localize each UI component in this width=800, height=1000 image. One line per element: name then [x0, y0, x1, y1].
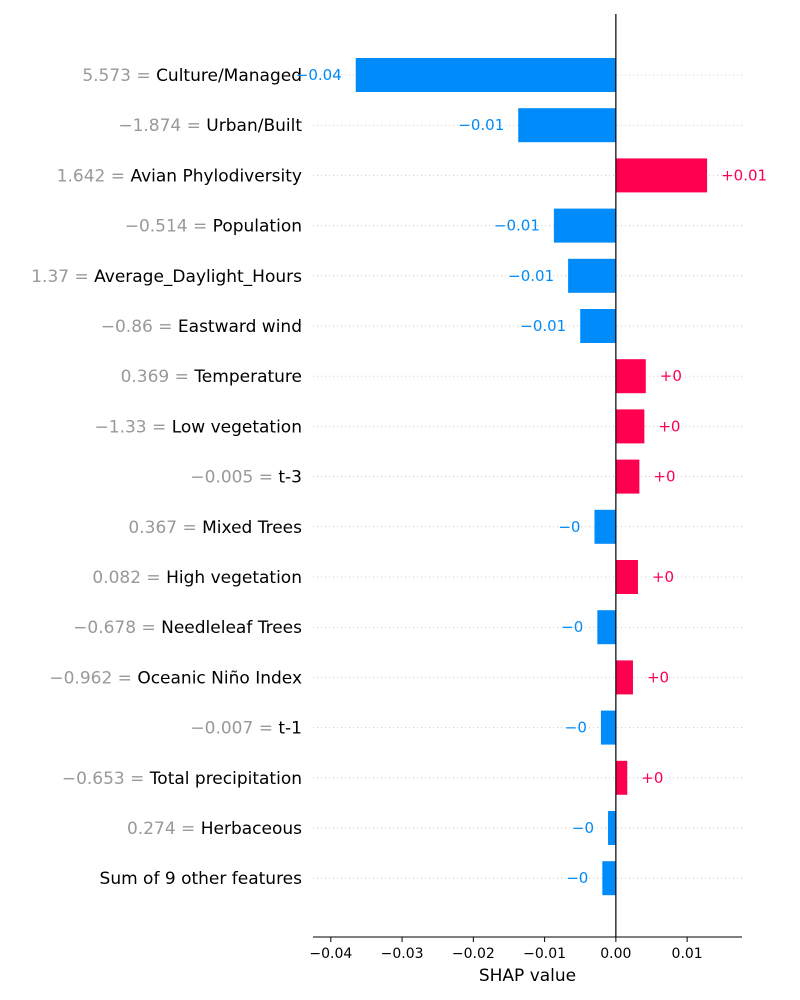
feature-label: 1.37 = Average_Daylight_Hours — [31, 267, 302, 287]
feature-value: −0.86 = — [101, 317, 178, 337]
feature-name: Sum of 9 other features — [100, 869, 303, 889]
bar — [615, 359, 646, 394]
feature-label: −0.514 = Population — [125, 217, 302, 237]
bar — [615, 409, 645, 444]
x-tick-label: −0.03 — [381, 946, 424, 962]
x-ticks: −0.04 −0.03 −0.02 −0.01 0.00 0.01 — [309, 937, 703, 962]
feature-name: High vegetation — [166, 568, 302, 588]
feature-label: −0.678 = Needleleaf Trees — [73, 618, 302, 638]
feature-label: −0.962 = Oceanic Niño Index — [49, 668, 302, 688]
feature-label: −0.86 = Eastward wind — [101, 317, 302, 337]
data-label: +0 — [652, 568, 674, 586]
feature-label: 5.573 = Culture/Managed — [82, 66, 302, 86]
feature-label: Sum of 9 other features — [100, 869, 303, 889]
data-label: −0 — [558, 518, 580, 536]
bar — [553, 208, 616, 243]
feature-name: Temperature — [193, 367, 302, 387]
data-label: +0 — [653, 468, 675, 486]
data-label: −0.01 — [494, 217, 540, 235]
feature-value: −0.653 = — [62, 769, 150, 789]
feature-name: Herbaceous — [201, 819, 302, 839]
bar — [355, 58, 616, 92]
feature-label: 1.642 = Avian Phylodiversity — [57, 166, 302, 186]
feature-value: 1.37 = — [31, 267, 94, 287]
feature-name: Avian Phylodiversity — [130, 166, 302, 186]
data-label: −0.04 — [296, 66, 342, 84]
bar — [594, 509, 616, 544]
feature-value: 0.367 = — [128, 518, 202, 538]
feature-value: −0.514 = — [125, 217, 213, 237]
x-tick-label: −0.04 — [309, 946, 352, 962]
data-label: +0 — [658, 417, 680, 435]
x-tick-label: 0.00 — [600, 946, 631, 962]
data-label: +0 — [647, 668, 669, 686]
data-label: +0.01 — [721, 166, 767, 184]
bar — [615, 158, 708, 193]
data-label: −0 — [566, 869, 588, 887]
feature-name: Total precipitation — [149, 769, 302, 789]
feature-value: 0.274 = — [127, 819, 201, 839]
feature-label: 0.082 = High vegetation — [92, 568, 302, 588]
feature-value: 1.642 = — [57, 166, 131, 186]
bar — [602, 861, 616, 896]
data-label: −0.01 — [520, 317, 566, 335]
feature-value: 0.082 = — [92, 568, 166, 588]
feature-name: Population — [213, 217, 302, 237]
bar — [600, 710, 616, 745]
data-label: −0 — [565, 719, 587, 737]
bar — [615, 560, 638, 594]
bar — [568, 258, 616, 293]
bar — [597, 610, 616, 645]
feature-value: −1.874 = — [118, 116, 206, 136]
feature-label: 0.274 = Herbaceous — [127, 819, 302, 839]
feature-value: −0.005 = — [190, 468, 278, 488]
feature-name: Mixed Trees — [202, 518, 302, 538]
feature-name: t-3 — [278, 468, 302, 488]
feature-label: −0.005 = t-3 — [190, 468, 302, 488]
feature-label: 0.369 = Temperature — [121, 367, 302, 387]
feature-label: −1.874 = Urban/Built — [118, 116, 302, 136]
feature-value: −0.007 = — [190, 719, 278, 739]
gridlines — [313, 74, 742, 879]
data-labels: −0.04 −0.01 +0.01 −0.01 −0.01 −0.01 +0 +0 +0 −0 +0… — [296, 66, 767, 887]
feature-label: −0.007 = t-1 — [190, 719, 302, 739]
data-label: −0 — [561, 618, 583, 636]
data-label: −0.01 — [458, 116, 504, 134]
bar — [518, 108, 616, 143]
x-axis-title: SHAP value — [479, 966, 576, 986]
data-label: −0.01 — [508, 267, 554, 285]
data-label: +0 — [660, 367, 682, 385]
feature-name: t-1 — [278, 719, 302, 739]
bar — [580, 309, 616, 343]
feature-labels: 5.573 = Culture/Managed −1.874 = Urban/Bu… — [31, 66, 302, 889]
feature-value: −1.33 = — [95, 417, 172, 437]
feature-name: Culture/Managed — [156, 66, 302, 86]
x-tick-label: −0.01 — [523, 946, 566, 962]
feature-value: −0.678 = — [73, 618, 161, 638]
feature-value: 5.573 = — [82, 66, 156, 86]
feature-value: −0.962 = — [49, 668, 137, 688]
feature-name: Eastward wind — [178, 317, 302, 337]
x-tick-label: −0.02 — [452, 946, 495, 962]
feature-label: −0.653 = Total precipitation — [62, 769, 302, 789]
data-label: −0 — [572, 819, 594, 837]
bar — [608, 811, 616, 845]
bar — [615, 660, 633, 695]
bar — [615, 760, 628, 795]
feature-name: Average_Daylight_Hours — [94, 267, 302, 287]
bar — [615, 459, 640, 494]
feature-label: −1.33 = Low vegetation — [95, 417, 302, 437]
data-label: +0 — [641, 769, 663, 787]
x-tick-label: 0.01 — [672, 946, 703, 962]
feature-name: Oceanic Niño Index — [137, 668, 302, 688]
feature-label: 0.367 = Mixed Trees — [128, 518, 302, 538]
feature-name: Urban/Built — [206, 116, 302, 136]
feature-name: Low vegetation — [172, 417, 302, 437]
bars — [355, 58, 708, 896]
feature-name: Needleleaf Trees — [161, 618, 302, 638]
feature-value: 0.369 = — [121, 367, 195, 387]
